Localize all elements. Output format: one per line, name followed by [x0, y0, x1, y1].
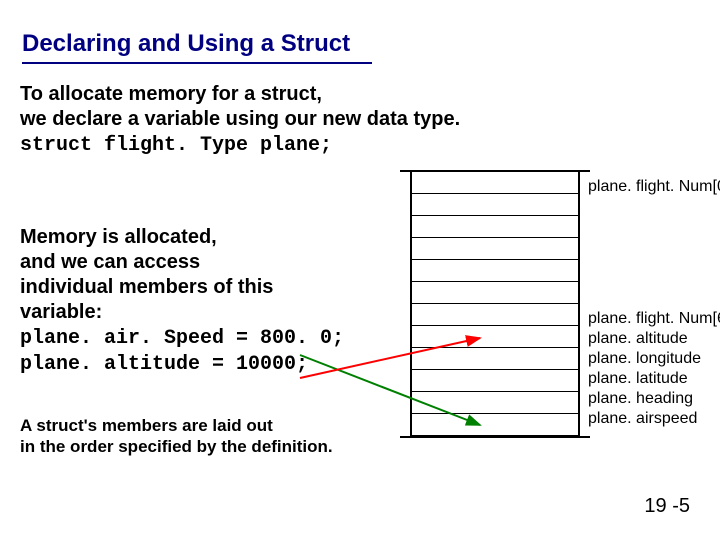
paragraph-1: To allocate memory for a struct, we decl…: [20, 82, 460, 158]
para1-line1: To allocate memory for a struct,: [20, 83, 322, 105]
label-flightnum-0: plane. flight. Num[0]: [588, 178, 720, 196]
label-latitude: plane. latitude: [588, 370, 688, 388]
mem-row: [410, 304, 580, 326]
para2-line1: Memory is allocated,: [20, 226, 217, 248]
mem-row: [410, 172, 580, 194]
label-flightnum-6: plane. flight. Num[6]: [588, 310, 720, 328]
slide-title: Declaring and Using a Struct: [22, 30, 350, 58]
mem-row: [410, 238, 580, 260]
slide: Declaring and Using a Struct To allocate…: [0, 0, 720, 540]
para2-line4: variable:: [20, 301, 102, 323]
mem-row: [410, 370, 580, 392]
mem-row: [410, 392, 580, 414]
paragraph-2: Memory is allocated, and we can access i…: [20, 225, 344, 377]
mem-row: [410, 194, 580, 216]
para2-line3: individual members of this: [20, 276, 273, 298]
para1-line2: we declare a variable using our new data…: [20, 108, 460, 130]
footnote-line1: A struct's members are laid out: [20, 416, 273, 435]
mem-row: [410, 260, 580, 282]
label-airspeed: plane. airspeed: [588, 410, 697, 428]
title-underline: [22, 62, 372, 64]
label-altitude: plane. altitude: [588, 330, 688, 348]
page-number: 19 -5: [644, 495, 690, 518]
para2-line2: and we can access: [20, 251, 200, 273]
mem-row: [410, 326, 580, 348]
mem-cap-bot: [400, 436, 590, 438]
memory-diagram: [410, 170, 580, 438]
label-heading: plane. heading: [588, 390, 693, 408]
mem-row: [410, 216, 580, 238]
footnote: A struct's members are laid out in the o…: [20, 415, 333, 458]
label-longitude: plane. longitude: [588, 350, 701, 368]
mem-row: [410, 414, 580, 436]
para2-code1: plane. air. Speed = 800. 0;: [20, 327, 344, 350]
footnote-line2: in the order specified by the definition…: [20, 437, 333, 456]
para2-code2: plane. altitude = 10000;: [20, 353, 308, 376]
mem-row: [410, 282, 580, 304]
para1-code: struct flight. Type plane;: [20, 134, 332, 157]
mem-row: [410, 348, 580, 370]
